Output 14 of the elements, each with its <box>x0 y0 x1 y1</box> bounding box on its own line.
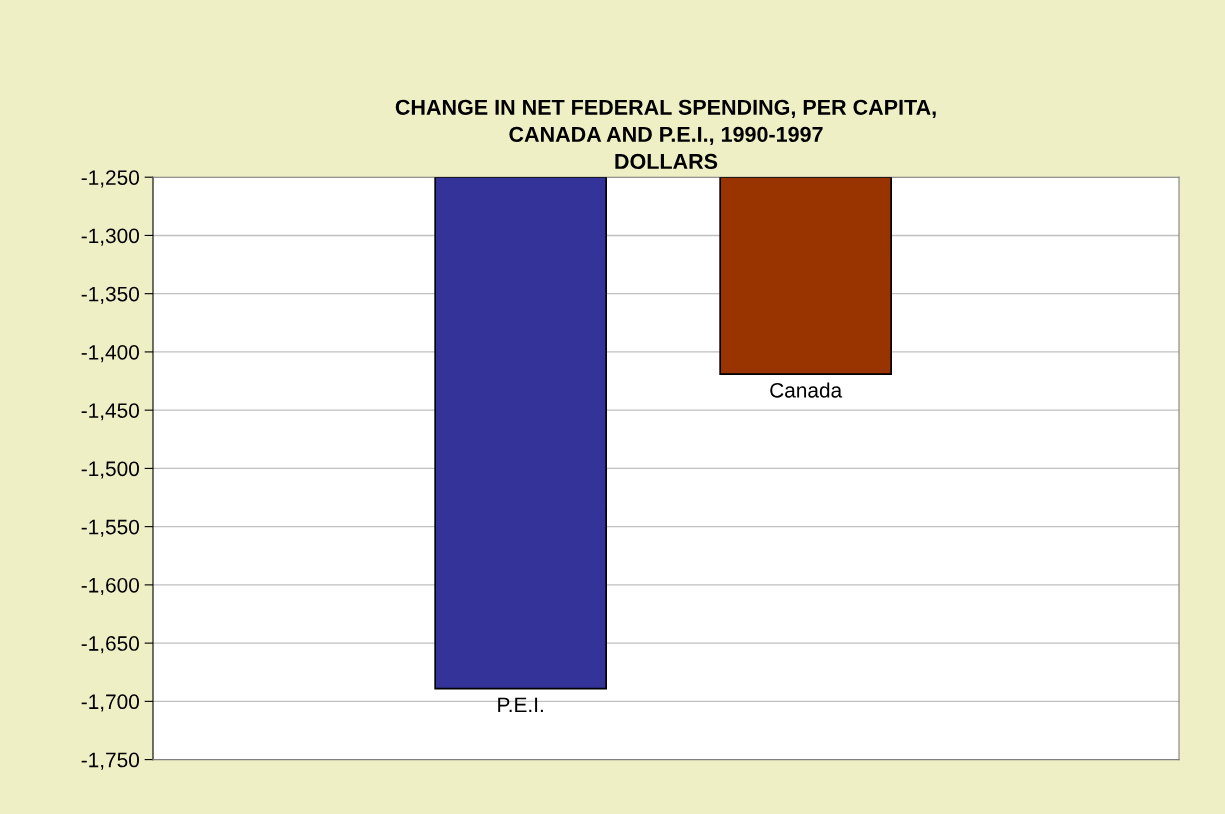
y-tick-label: -1,250 <box>81 170 139 188</box>
chart-title: CHANGE IN NET FEDERAL SPENDING, PER CAPITA, CANADA AND P.E.I., 1990-1997 DOLLARS <box>395 99 936 170</box>
y-tick-label: -1,300 <box>81 228 139 246</box>
y-tick-label: -1,550 <box>81 519 139 537</box>
y-tick-label: -1,600 <box>81 577 139 596</box>
x-tick-label: P.E.I. <box>498 697 543 712</box>
y-tick-label: -1,350 <box>81 286 139 304</box>
y-tick-label: -1,500 <box>81 461 139 479</box>
y-tick-label: -1,750 <box>81 752 139 770</box>
y-tick-label: -1,400 <box>81 344 139 363</box>
y-tick-label: -1,450 <box>81 403 139 421</box>
y-tick-label: -1,700 <box>81 694 139 712</box>
y-tick-label: -1,650 <box>81 636 139 654</box>
x-tick-label: Canada <box>770 382 843 398</box>
